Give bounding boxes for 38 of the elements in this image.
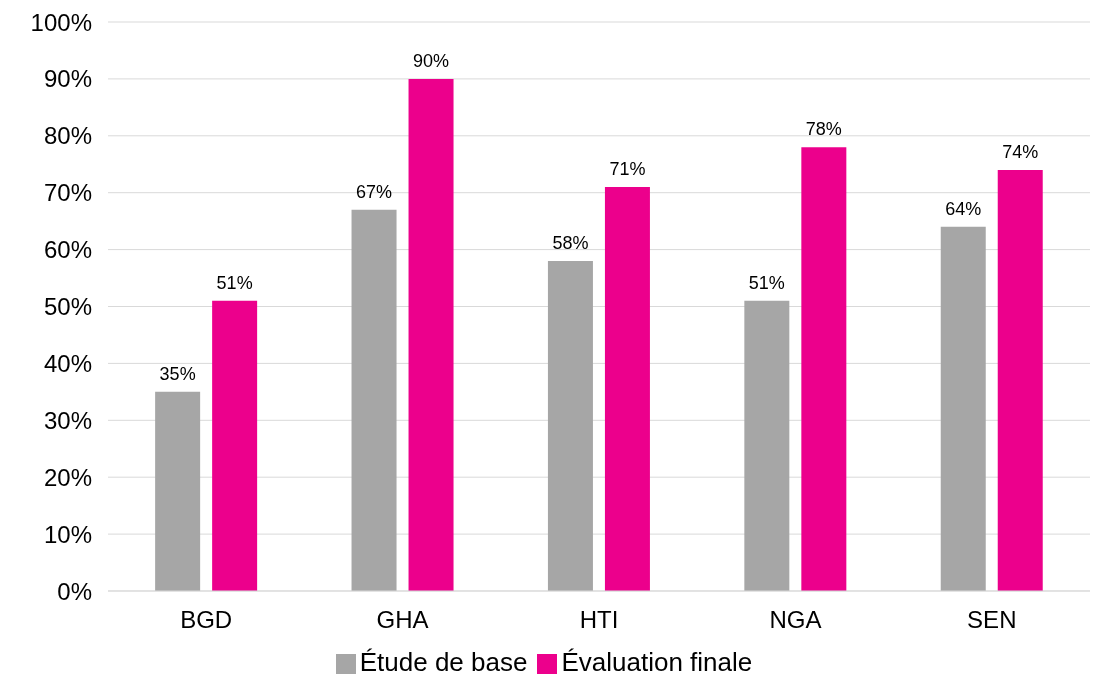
y-tick-label: 90% bbox=[43, 65, 92, 93]
bar bbox=[744, 300, 790, 591]
data-label: 90% bbox=[413, 50, 450, 71]
x-tick-label: SEN bbox=[967, 606, 1017, 634]
bar bbox=[801, 147, 847, 591]
y-tick-label: 70% bbox=[43, 179, 92, 207]
bar bbox=[212, 300, 258, 591]
y-tick-label: 10% bbox=[43, 520, 92, 548]
bar bbox=[997, 169, 1043, 591]
data-label: 71% bbox=[609, 159, 646, 180]
y-tick-label: 20% bbox=[43, 463, 92, 491]
y-tick-label: 30% bbox=[43, 406, 92, 434]
data-label: 51% bbox=[748, 272, 785, 293]
y-tick-label: 40% bbox=[43, 349, 92, 377]
data-label: 74% bbox=[1002, 141, 1039, 162]
y-tick-label: 60% bbox=[43, 236, 92, 264]
data-label: 67% bbox=[356, 181, 393, 202]
data-label: 35% bbox=[159, 363, 196, 384]
bar bbox=[940, 226, 986, 591]
legend-label: Étude de base bbox=[359, 647, 528, 677]
x-tick-label: BGD bbox=[180, 606, 233, 634]
bar bbox=[604, 187, 650, 591]
x-tick-label: GHA bbox=[376, 606, 429, 634]
x-tick-label: NGA bbox=[769, 606, 822, 634]
bar bbox=[351, 209, 397, 591]
data-label: 58% bbox=[552, 232, 589, 253]
data-label: 64% bbox=[945, 198, 982, 219]
bar bbox=[408, 78, 454, 591]
x-tick-label: HTI bbox=[579, 606, 619, 634]
y-tick-label: 0% bbox=[57, 577, 92, 605]
legend-label: Évaluation finale bbox=[561, 647, 753, 677]
y-tick-label: 80% bbox=[43, 122, 92, 150]
data-label: 78% bbox=[805, 119, 842, 140]
data-label: 51% bbox=[216, 272, 253, 293]
y-tick-label: 50% bbox=[43, 293, 92, 321]
bar bbox=[155, 391, 201, 591]
bar bbox=[547, 260, 593, 591]
y-tick-label: 100% bbox=[30, 8, 92, 36]
